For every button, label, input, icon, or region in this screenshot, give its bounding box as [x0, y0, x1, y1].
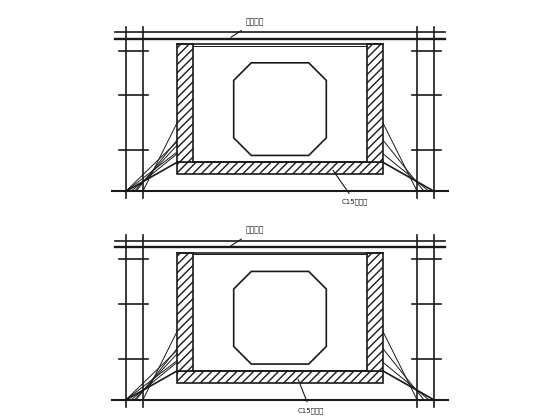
Text: C15垫层地: C15垫层地 [297, 379, 324, 414]
Text: 龙骨标尺: 龙骨标尺 [231, 226, 264, 246]
Polygon shape [367, 44, 383, 162]
Polygon shape [177, 252, 193, 371]
Polygon shape [177, 371, 383, 383]
Text: C15垫层地: C15垫层地 [333, 171, 368, 205]
Text: 龙骨标尺: 龙骨标尺 [231, 17, 264, 37]
Polygon shape [177, 44, 193, 162]
Polygon shape [367, 252, 383, 371]
Polygon shape [177, 162, 383, 174]
